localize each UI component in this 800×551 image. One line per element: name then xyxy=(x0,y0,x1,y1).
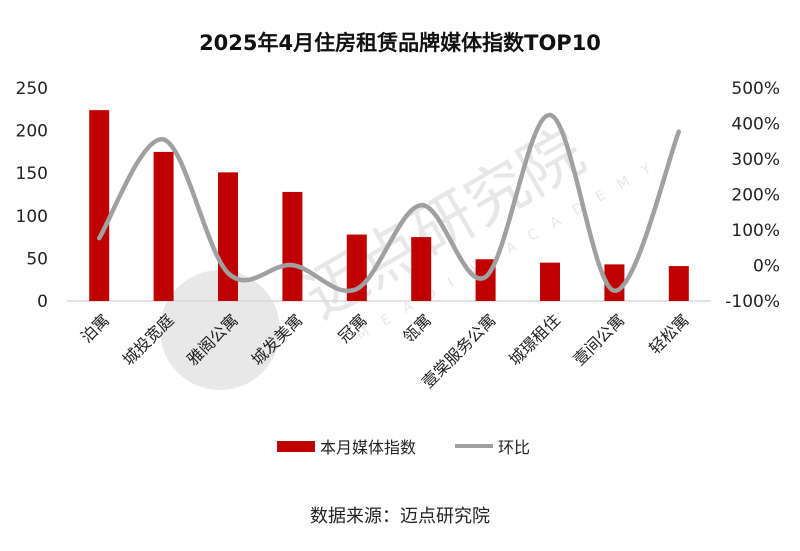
legend-label-line: 环比 xyxy=(498,438,530,457)
category-label: 泊寓 xyxy=(77,310,113,346)
bar-2 xyxy=(153,151,174,301)
legend-label-bar: 本月媒体指数 xyxy=(320,438,416,457)
legend-swatch-bar xyxy=(277,441,315,452)
bar-8 xyxy=(540,262,560,301)
left-axis-tick: 0 xyxy=(37,292,48,312)
watermark-logo xyxy=(160,270,280,390)
bar-6 xyxy=(411,237,432,301)
chart-title: 2025年4月住房租赁品牌媒体指数TOP10 xyxy=(199,31,601,55)
right-axis-tick: 100% xyxy=(731,221,780,241)
source-note: 数据来源：迈点研究院 xyxy=(310,506,490,527)
bar-1 xyxy=(89,110,110,301)
right-axis-tick: 300% xyxy=(731,150,780,170)
bar-3 xyxy=(218,172,238,301)
category-label: 城璟租住 xyxy=(505,310,564,369)
right-axis-tick: 500% xyxy=(731,79,780,99)
left-axis-tick: 250 xyxy=(16,79,48,99)
left-axis-tick: 200 xyxy=(16,122,48,142)
left-axis-tick: 100 xyxy=(16,207,48,227)
legend: 本月媒体指数 环比 xyxy=(277,438,530,457)
bar-4 xyxy=(282,191,303,301)
category-label: 壹间公寓 xyxy=(570,310,629,369)
bar-9 xyxy=(604,264,625,301)
left-axis-tick: 50 xyxy=(26,249,48,269)
right-axis-tick: 400% xyxy=(731,115,780,135)
bar-10 xyxy=(668,266,689,301)
right-axis-tick: 0% xyxy=(753,257,780,277)
right-axis-tick: 200% xyxy=(731,186,780,206)
series-line-huanbi xyxy=(96,112,682,294)
category-label: 轻松寓 xyxy=(645,310,692,357)
left-axis-tick: 150 xyxy=(16,164,48,184)
right-axis-tick: -100% xyxy=(725,292,780,312)
